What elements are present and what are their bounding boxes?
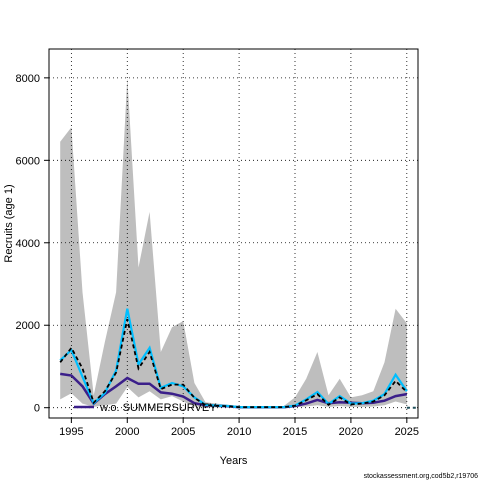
x-tick-label: 2005 bbox=[171, 426, 195, 438]
y-tick-label: 8000 bbox=[16, 73, 40, 85]
x-tick-label: 2015 bbox=[283, 426, 307, 438]
x-tick-label: 2025 bbox=[395, 426, 419, 438]
legend-label: w.o. SUMMERSURVEY bbox=[99, 402, 217, 414]
y-axis-title: Recruits (age 1) bbox=[3, 184, 15, 262]
footer-credit: stockassessment.org,cod5b2,r19706 bbox=[364, 473, 479, 480]
y-tick-label: 2000 bbox=[16, 320, 40, 332]
grid-layer bbox=[49, 49, 418, 418]
x-tick-label: 2020 bbox=[339, 426, 363, 438]
x-axis-title: Years bbox=[220, 455, 248, 467]
x-tick-label: 2000 bbox=[115, 426, 139, 438]
x-tick-label: 2010 bbox=[227, 426, 251, 438]
y-tick-label: 0 bbox=[34, 403, 40, 415]
confidence-band-layer bbox=[60, 77, 407, 408]
x-axis: 1995 2000 2005 2010 2015 2020 2025 bbox=[59, 418, 419, 438]
plot-frame bbox=[48, 48, 419, 419]
series-layer bbox=[59, 308, 418, 409]
y-tick-label: 4000 bbox=[16, 238, 40, 250]
y-axis: 0 2000 4000 6000 8000 bbox=[16, 73, 49, 415]
y-tick-label: 6000 bbox=[16, 155, 40, 167]
legend: w.o. SUMMERSURVEY bbox=[74, 402, 217, 414]
confidence-band bbox=[60, 77, 407, 408]
x-tick-label: 1995 bbox=[59, 426, 83, 438]
